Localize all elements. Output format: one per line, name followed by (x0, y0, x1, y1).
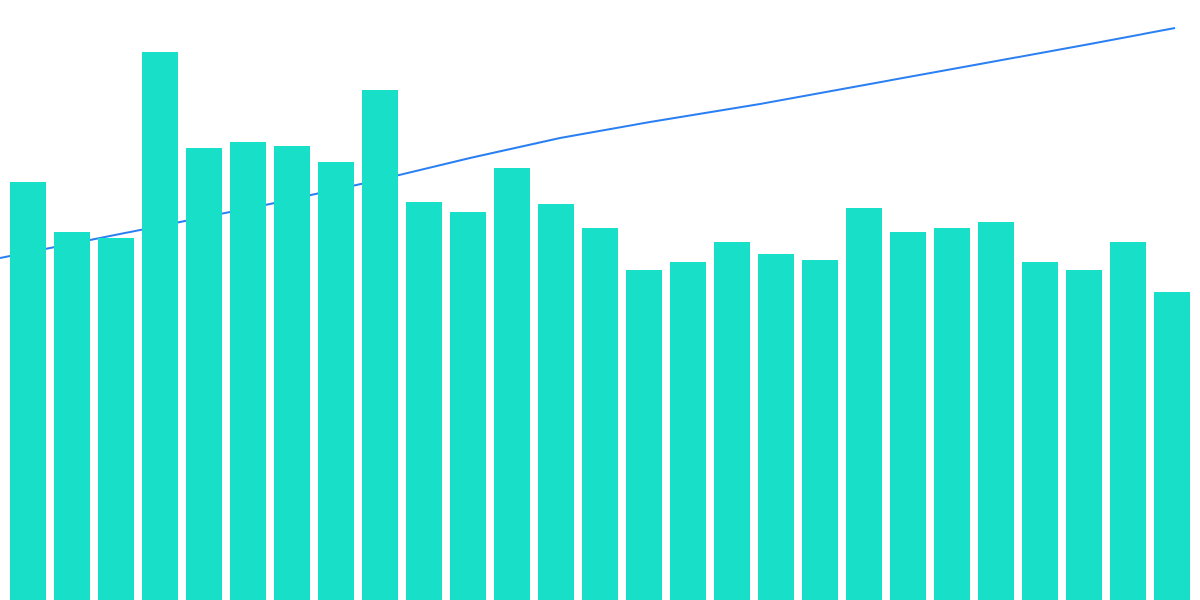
bar (98, 238, 134, 600)
bar (274, 146, 310, 600)
bar (406, 202, 442, 600)
bar (54, 232, 90, 600)
bar (670, 262, 706, 600)
bar (890, 232, 926, 600)
bar (318, 162, 354, 600)
bar (362, 90, 398, 600)
bar (934, 228, 970, 600)
bar (582, 228, 618, 600)
bar (494, 168, 530, 600)
bar (1110, 242, 1146, 600)
bar (626, 270, 662, 600)
bar (230, 142, 266, 600)
bar (538, 204, 574, 600)
bar (142, 52, 178, 600)
bar (1154, 292, 1190, 600)
bar (714, 242, 750, 600)
bar (758, 254, 794, 600)
bar (802, 260, 838, 600)
bar (978, 222, 1014, 600)
combo-chart (0, 0, 1200, 600)
bar (10, 182, 46, 600)
bar (1022, 262, 1058, 600)
bar (846, 208, 882, 600)
bar (1066, 270, 1102, 600)
bar (450, 212, 486, 600)
bar (186, 148, 222, 600)
